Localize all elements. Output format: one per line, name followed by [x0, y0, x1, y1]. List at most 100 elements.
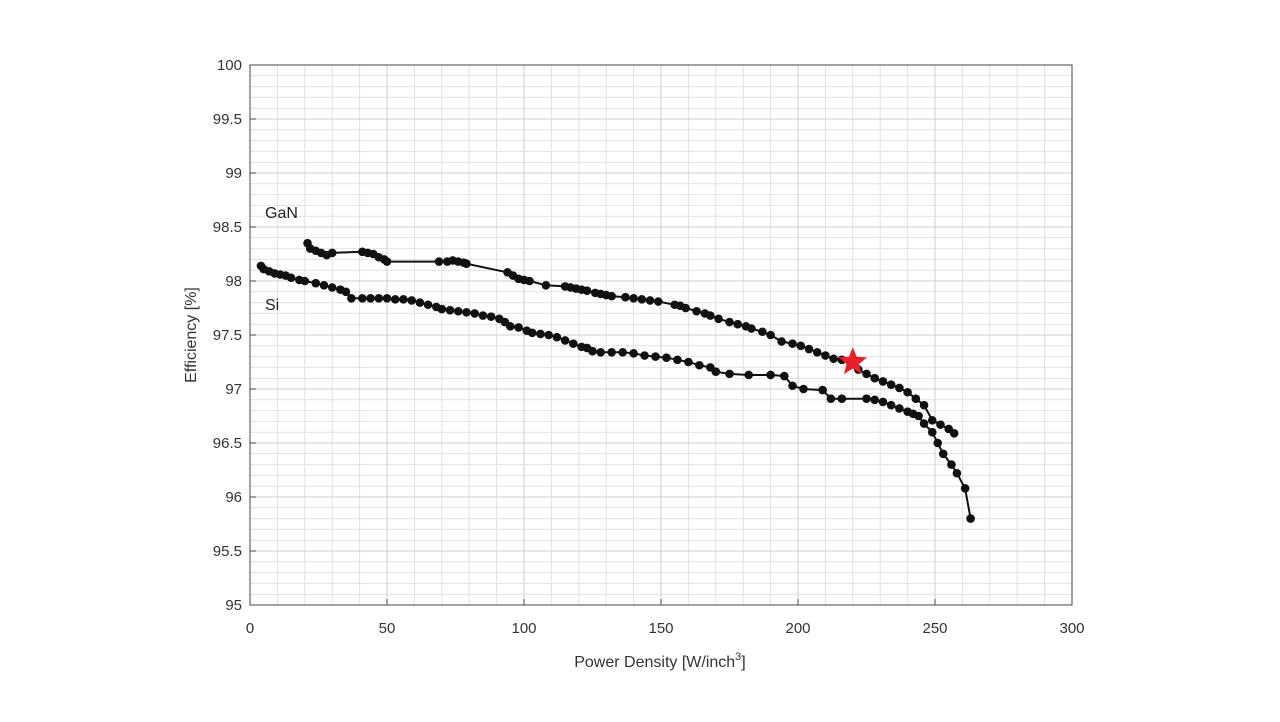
x-axis-ticks: 0 50 100 150 200 250 300 [246, 599, 1085, 637]
y-tick-label: 99 [225, 165, 242, 182]
data-point-gan [714, 314, 723, 324]
data-point-si [423, 300, 433, 310]
data-point-gan [936, 420, 945, 429]
data-point-si [569, 339, 578, 348]
data-point-gan [645, 296, 655, 305]
data-point-gan [541, 281, 551, 290]
data-point-si [286, 273, 296, 283]
data-point-si [544, 330, 553, 340]
data-point-gan [903, 387, 912, 397]
data-point-si [886, 400, 896, 410]
data-point-si [766, 370, 775, 380]
data-point-si [374, 293, 384, 303]
y-tick-label: 99.5 [213, 111, 242, 128]
series-label-gan: GaN [265, 205, 298, 222]
data-point-si [966, 514, 975, 523]
data-point-si [640, 351, 649, 360]
data-point-si [382, 293, 392, 303]
annotation-layer [838, 347, 868, 375]
data-point-si [445, 305, 455, 315]
data-point-si [607, 347, 616, 357]
data-point-gan [821, 351, 830, 360]
data-point-si [453, 306, 463, 316]
data-point-gan [733, 319, 743, 329]
data-point-si [837, 394, 847, 404]
y-tick-label: 96 [225, 489, 242, 506]
y-axis-label: Efficiency [%] [183, 287, 200, 383]
x-tick-label: 200 [785, 620, 810, 637]
data-point-si [347, 293, 356, 303]
data-point-si [960, 484, 970, 493]
data-point-si [651, 352, 660, 361]
data-point-gan [829, 354, 838, 364]
data-point-si [462, 308, 471, 317]
highlight-star-marker [838, 347, 868, 375]
data-point-gan [911, 394, 921, 404]
data-point-si [895, 404, 904, 413]
x-axis-label-sup: 3 [735, 651, 741, 663]
data-point-gan [878, 377, 888, 386]
data-point-si [399, 295, 408, 304]
data-point-si [673, 355, 682, 365]
data-point-gan [692, 306, 701, 316]
data-point-si [552, 332, 562, 342]
y-axis-ticks: 95 95.5 96 96.5 97 97.5 98 98.5 99 99.5 100 [213, 57, 256, 614]
data-point-si [300, 276, 310, 286]
y-tick-label: 98 [225, 273, 242, 290]
data-point-gan [927, 416, 937, 425]
data-point-si [390, 295, 400, 304]
data-point-gan [681, 303, 690, 313]
data-point-si [684, 357, 693, 367]
data-point-si [407, 296, 416, 305]
data-point-si [629, 349, 638, 358]
data-point-si [514, 323, 523, 332]
data-point-si [919, 419, 929, 428]
y-tick-label: 97.5 [213, 327, 242, 344]
data-point-gan [788, 339, 797, 348]
data-point-si [437, 304, 447, 314]
data-point-si [596, 347, 606, 357]
data-point-si [618, 347, 627, 357]
data-point-gan [796, 341, 806, 351]
data-point-gan [637, 295, 647, 304]
data-point-gan [382, 257, 392, 266]
data-point-gan [895, 383, 904, 393]
x-tick-label: 100 [511, 620, 536, 637]
series-layer [256, 238, 975, 523]
data-point-gan [607, 291, 616, 301]
data-point-gan [870, 373, 880, 383]
data-point-si [327, 283, 337, 292]
data-point-si [341, 287, 351, 297]
x-tick-label: 0 [246, 620, 254, 637]
data-point-gan [886, 380, 896, 389]
y-tick-label: 96.5 [213, 435, 242, 452]
x-tick-label: 150 [648, 620, 673, 637]
data-point-si [862, 394, 871, 404]
data-point-si [938, 449, 948, 459]
data-point-si [927, 427, 937, 437]
data-point-si [415, 298, 425, 307]
data-point-gan [653, 297, 663, 306]
data-point-si [744, 370, 753, 380]
x-axis-label-main: Power Density [W/inch [574, 654, 735, 671]
y-tick-label: 100 [217, 57, 242, 74]
data-point-si [914, 411, 923, 421]
data-point-si [662, 353, 671, 362]
data-point-gan [804, 344, 814, 354]
data-point-si [560, 336, 570, 345]
y-tick-label: 98.5 [213, 219, 242, 236]
data-point-gan [747, 324, 756, 333]
data-point-si [358, 293, 367, 303]
data-point-si [725, 369, 734, 379]
x-axis-label: Power Density [W/inch3] [574, 651, 746, 671]
data-point-si [878, 397, 888, 407]
data-point-si [695, 360, 704, 370]
data-point-gan [812, 347, 822, 357]
data-point-si [486, 312, 496, 321]
data-point-si [311, 278, 321, 288]
data-point-gan [766, 330, 775, 340]
data-point-si [947, 460, 956, 469]
data-point-si [319, 281, 329, 290]
data-point-gan [582, 286, 592, 296]
data-point-si [478, 311, 488, 320]
